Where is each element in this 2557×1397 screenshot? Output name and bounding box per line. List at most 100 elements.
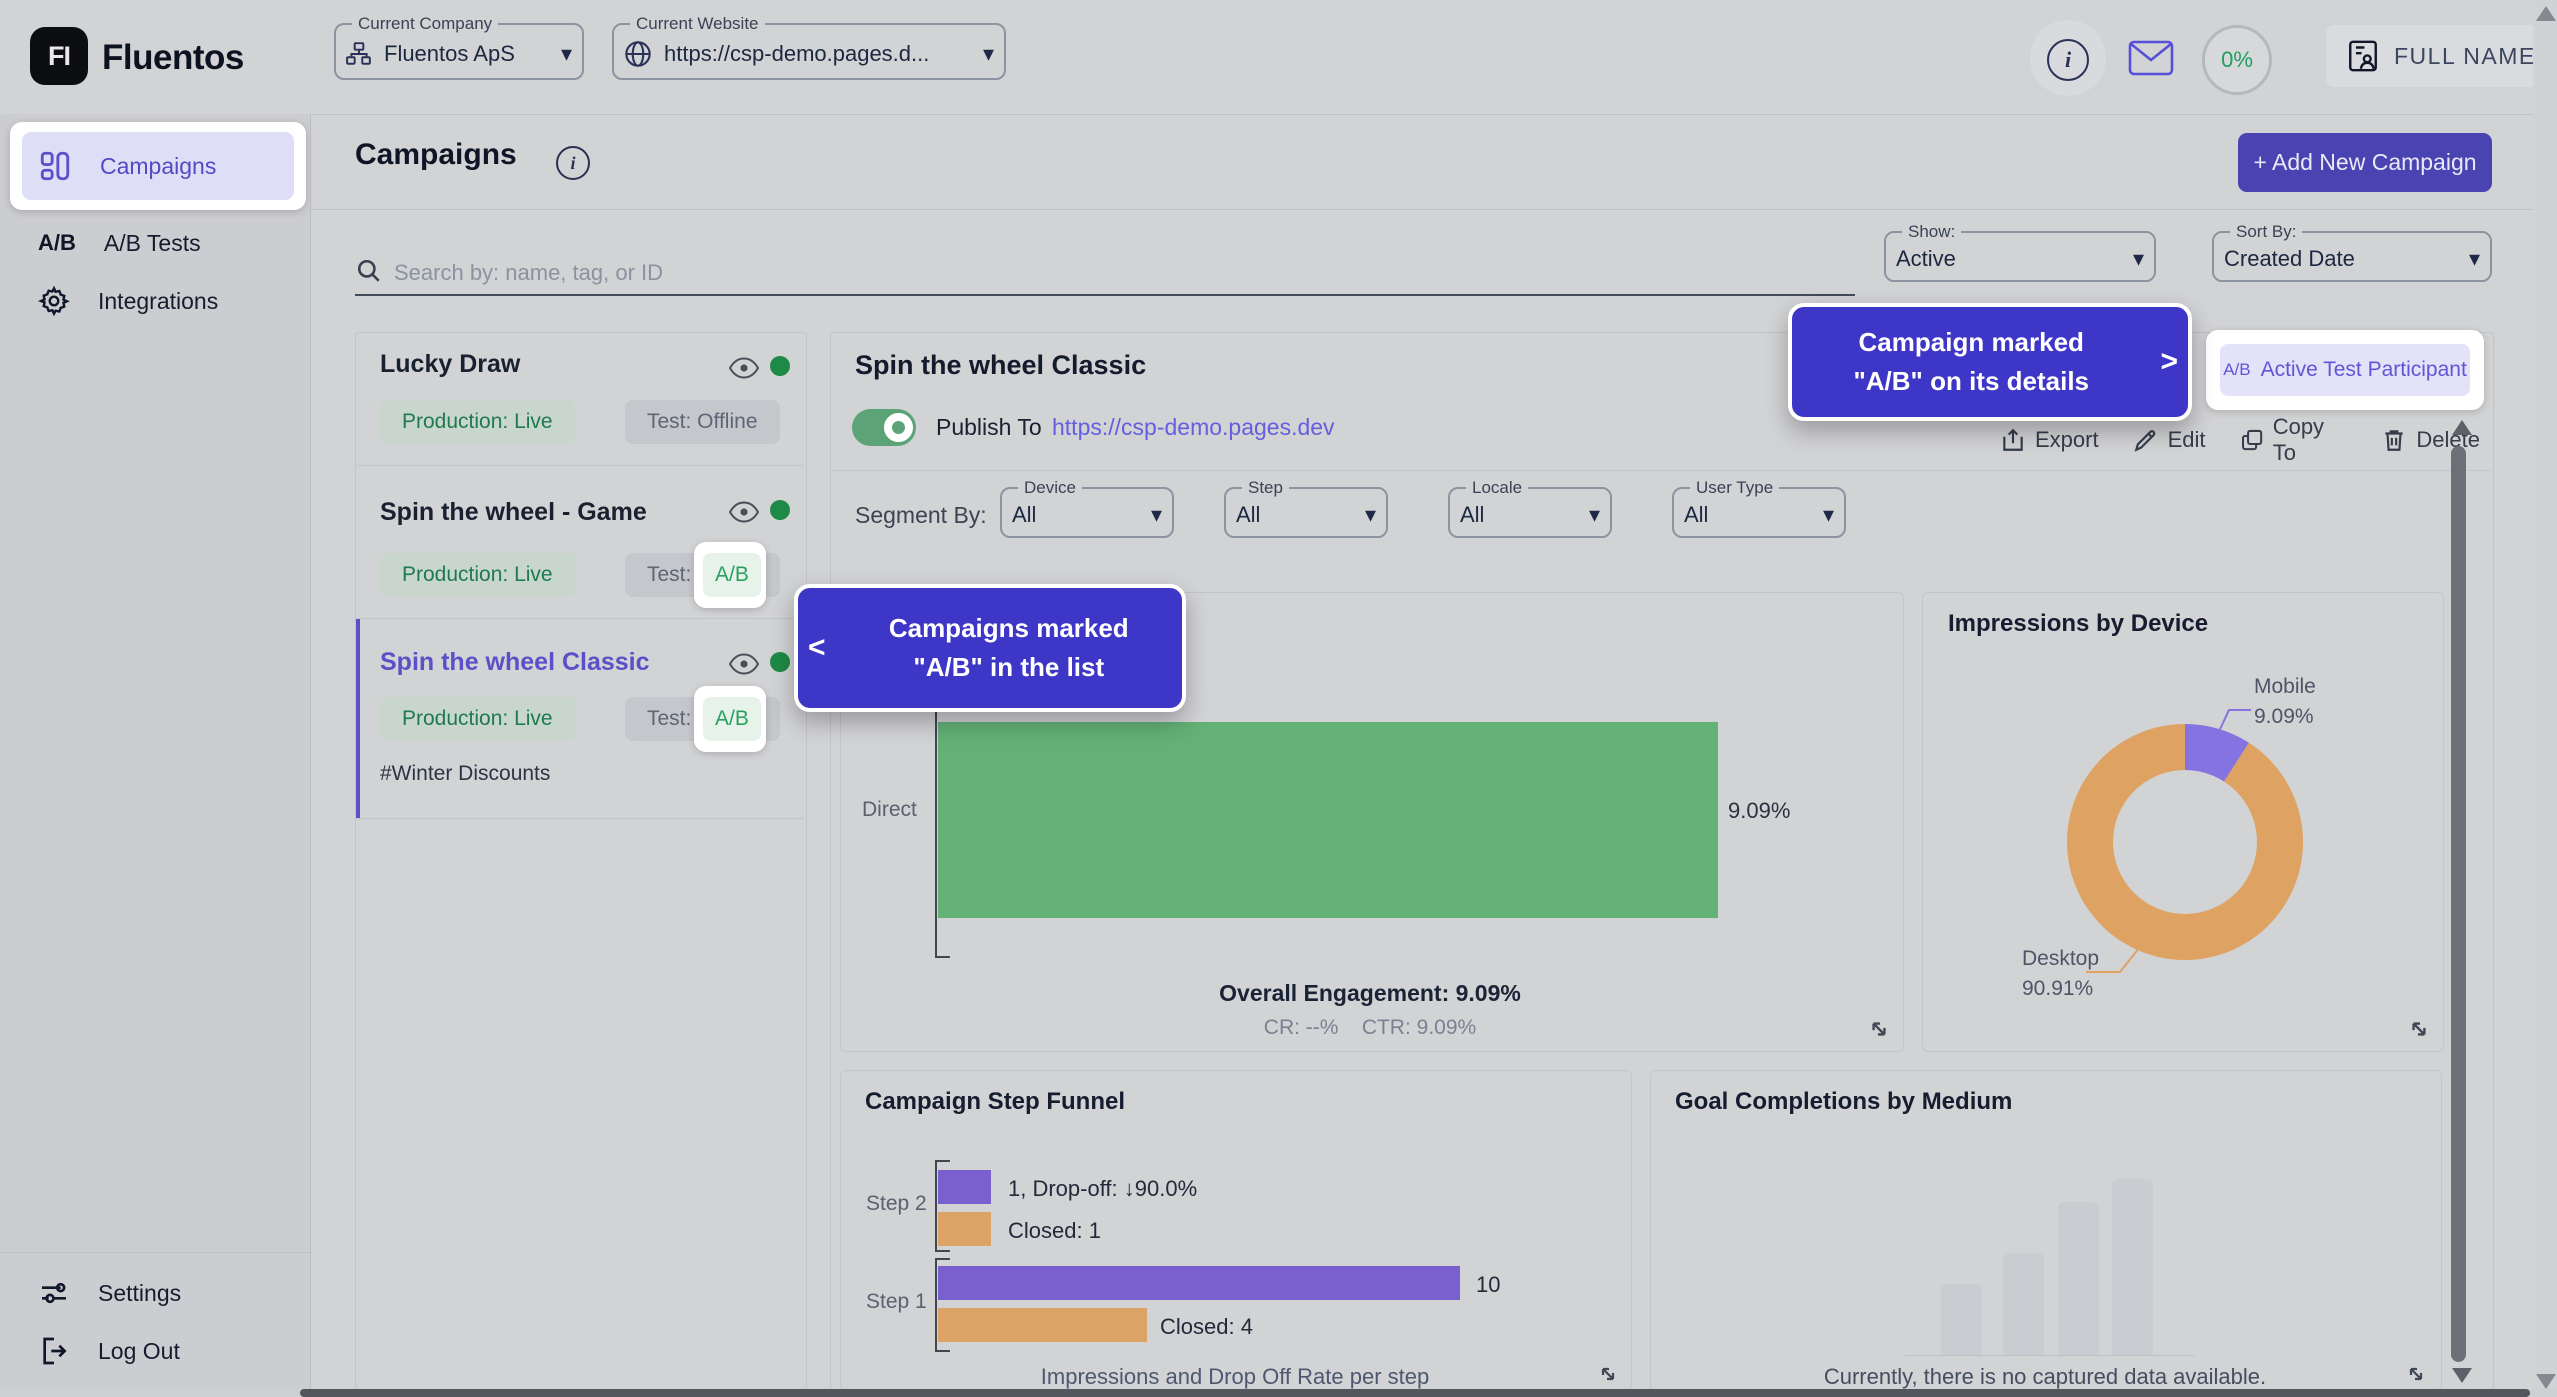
- sidebar-item-logout[interactable]: Log Out: [0, 1326, 310, 1376]
- info-button[interactable]: i: [2030, 20, 2106, 96]
- company-value: Fluentos ApS: [384, 41, 515, 66]
- placeholder-bar: [1941, 1284, 1982, 1355]
- sidebar-item-label: Log Out: [98, 1337, 180, 1364]
- segment-legend: Locale: [1472, 478, 1523, 497]
- funnel-step1-impressions-bar[interactable]: [938, 1266, 1460, 1300]
- ab-badge: A/B: [703, 697, 761, 741]
- add-campaign-button[interactable]: + Add New Campaign: [2238, 133, 2492, 192]
- donut-label-value: 90.91%: [2022, 977, 2094, 1000]
- segment-step-dropdown[interactable]: Step All ▾: [1224, 478, 1388, 538]
- company-dropdown[interactable]: Current Company Fluentos ApS ▾: [334, 14, 584, 80]
- impressions-chart-card: [1922, 592, 2444, 1052]
- horizontal-scrollbar-thumb[interactable]: [300, 1389, 2530, 1397]
- sliders-icon: [38, 1277, 70, 1309]
- website-dropdown[interactable]: Current Website https://csp-demo.pages.d…: [612, 14, 1006, 80]
- page-title-info-icon[interactable]: i: [556, 146, 590, 180]
- sidebar-item-campaigns[interactable]: Campaigns: [22, 132, 294, 200]
- search-underline: [355, 294, 1855, 296]
- tour-tooltip-list[interactable]: < Campaigns marked "A/B" in the list: [794, 584, 1186, 712]
- sidebar-item-label: Campaigns: [100, 152, 217, 179]
- sort-filter-dropdown[interactable]: Sort By: Created Date ▾: [2212, 222, 2492, 282]
- sidebar-item-integrations[interactable]: Integrations: [0, 276, 310, 326]
- publish-url-link[interactable]: https://csp-demo.pages.dev: [1052, 414, 1335, 440]
- segment-legend: Step: [1248, 478, 1283, 497]
- user-name: FULL NAME: [2394, 42, 2536, 69]
- eye-icon[interactable]: [728, 500, 760, 524]
- placeholder-bar: [2058, 1202, 2099, 1355]
- goal-empty-message: Currently, there is no captured data ava…: [1823, 1364, 2267, 1389]
- export-button[interactable]: Export: [2000, 414, 2099, 466]
- tooltip-line: Campaigns marked: [888, 613, 1129, 643]
- logout-icon: [38, 1335, 70, 1367]
- brand-logo-icon[interactable]: FI: [30, 27, 88, 85]
- funnel-step2-impressions-bar[interactable]: [938, 1170, 991, 1204]
- funnel-step1-closed-bar[interactable]: [938, 1308, 1147, 1342]
- ab-tests-icon: A/B: [38, 230, 76, 255]
- y-axis-tick-label: Direct: [862, 798, 917, 821]
- messages-button[interactable]: [2128, 40, 2174, 76]
- ab-badge: A/B: [703, 553, 761, 597]
- impressions-chart-title: Impressions by Device: [1948, 610, 2209, 637]
- publish-toggle[interactable]: [852, 409, 916, 446]
- eye-icon[interactable]: [728, 356, 760, 380]
- production-status-badge: Production: Live: [380, 400, 575, 444]
- sidebar-item-label: A/B Tests: [103, 229, 201, 256]
- sidebar-item-settings[interactable]: Settings: [0, 1268, 310, 1318]
- tour-tooltip-detail[interactable]: Campaign marked "A/B" on its details >: [1788, 303, 2192, 421]
- search-input[interactable]: [392, 252, 1826, 294]
- placeholder-bar: [2003, 1253, 2044, 1355]
- sidebar-item-label: Settings: [98, 1279, 182, 1306]
- edit-button[interactable]: Edit: [2133, 414, 2206, 466]
- detail-title: Spin the wheel Classic: [855, 350, 1147, 380]
- segment-by-label: Segment By:: [855, 502, 987, 528]
- copy-icon: [2241, 429, 2262, 451]
- donut-label-desktop: Desktop 90.91%: [2022, 944, 2099, 1004]
- placeholder-baseline: [1905, 1355, 2195, 1356]
- test-status-badge: Test: Offline: [625, 400, 780, 444]
- header-divider: [310, 209, 2557, 210]
- page-scrollbar-track[interactable]: [2533, 0, 2557, 1397]
- ab-participant-badge: A/B Active Test Participant: [2220, 344, 2470, 396]
- user-menu-button[interactable]: FULL NAME: [2326, 25, 2556, 87]
- donut-label-mobile: Mobile 9.09%: [2254, 672, 2316, 732]
- action-label: Export: [2035, 427, 2099, 452]
- resize-handle-icon[interactable]: [1866, 1016, 1892, 1042]
- chevron-down-icon: ▾: [560, 41, 572, 66]
- step1-label: Step 1: [866, 1290, 927, 1313]
- resize-handle-icon[interactable]: [2404, 1362, 2430, 1388]
- eye-icon[interactable]: [728, 652, 760, 676]
- placeholder-bar: [2112, 1179, 2153, 1355]
- tooltip-line: "A/B" in the list: [913, 652, 1105, 682]
- trash-icon: [2385, 430, 2404, 451]
- copy-to-button[interactable]: Copy To: [2240, 414, 2348, 466]
- production-status-badge: Production: Live: [380, 553, 575, 597]
- sidebar-item-ab-tests[interactable]: A/B A/B Tests: [0, 218, 310, 268]
- sort-filter-legend: Sort By:: [2236, 222, 2297, 241]
- step2-label: Step 2: [866, 1192, 927, 1215]
- sidebar-item-label: Integrations: [98, 287, 219, 314]
- resize-handle-icon[interactable]: [1596, 1362, 1622, 1388]
- funnel-step2-closed-bar[interactable]: [938, 1212, 991, 1246]
- step1-bracket: [935, 1258, 950, 1352]
- panel-scrollbar-thumb[interactable]: [2451, 446, 2466, 1362]
- resize-handle-icon[interactable]: [2406, 1016, 2432, 1042]
- engagement-bar-direct[interactable]: [938, 722, 1718, 918]
- donut-label-name: Desktop: [2022, 947, 2100, 970]
- progress-badge[interactable]: 0%: [2202, 25, 2272, 95]
- brand-initials: FI: [48, 40, 71, 71]
- segment-device-dropdown[interactable]: Device All ▾: [1000, 478, 1174, 538]
- info-icon: i: [2047, 39, 2089, 81]
- impressions-donut-chart[interactable]: [2067, 724, 2303, 960]
- segment-locale-dropdown[interactable]: Locale All ▾: [1448, 478, 1612, 538]
- show-filter-dropdown[interactable]: Show: Active ▾: [1884, 222, 2156, 282]
- tooltip-arrow-right: >: [2160, 345, 2178, 378]
- tooltip-text: Campaign marked "A/B" on its details: [1792, 323, 2150, 401]
- segment-usertype-dropdown[interactable]: User Type All ▾: [1672, 478, 1846, 538]
- chevron-down-icon: ▾: [2132, 246, 2144, 271]
- toggle-knob: [884, 413, 913, 442]
- campaigns-grid-icon: [38, 149, 72, 183]
- list-divider: [356, 465, 804, 466]
- funnel-step1-closed-label: Closed: 4: [1160, 1314, 1253, 1339]
- website-dropdown-legend: Current Website: [636, 14, 759, 33]
